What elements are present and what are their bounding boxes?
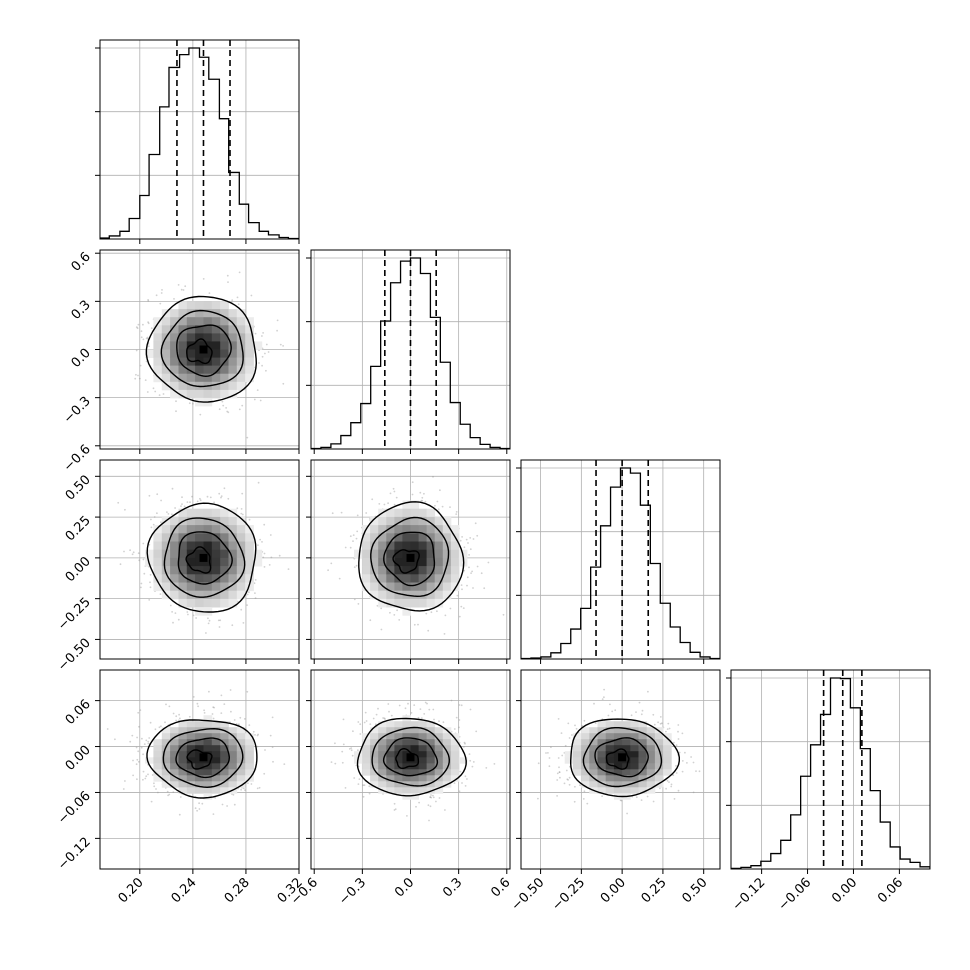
y-tick-label: 0.3 (69, 298, 94, 323)
histogram-step (100, 47, 299, 239)
y-tick-label: −0.6 (61, 442, 94, 475)
scatter-panel-2-1 (306, 459, 511, 664)
x-tick-label: 0.50 (679, 875, 710, 906)
scatter-panel-3-2: −0.50 −0.25 0.00 0.25 0.50 (509, 669, 721, 914)
y-tick-label: 0.00 (63, 743, 94, 774)
x-tick-label: 0.6 (488, 875, 513, 900)
hist-panel-1 (306, 249, 511, 454)
contours (570, 718, 680, 798)
panel-frame (520, 459, 721, 660)
grid (731, 670, 930, 869)
x-tick-label: −0.12 (730, 875, 769, 914)
density-peak (406, 553, 415, 562)
hist-panel-3: −0.12 −0.06 0.00 0.06 (726, 669, 931, 914)
grid (100, 40, 300, 239)
histogram-step (311, 257, 510, 449)
hist-panel-0 (95, 39, 300, 244)
density-peak (406, 753, 415, 762)
y-tick-label: 0.25 (63, 513, 94, 544)
x-tick-label: 0.25 (639, 875, 670, 906)
density-peak (199, 553, 208, 562)
panel-frame (99, 459, 300, 660)
hist-panel-2 (516, 459, 721, 664)
panel-frame (99, 669, 300, 870)
x-tick-label: −0.06 (776, 875, 815, 914)
contours (358, 501, 465, 612)
y-tick-label: −0.12 (55, 835, 94, 874)
x-tick-label: 0.24 (169, 875, 200, 906)
y-tick-label: −0.50 (55, 636, 94, 675)
x-tick-label: 0.28 (222, 875, 253, 906)
x-tick-label: −0.3 (336, 875, 369, 908)
contours (356, 717, 467, 797)
density-cells (564, 721, 672, 800)
histogram-step (521, 467, 720, 659)
panel-frame (520, 669, 721, 870)
contours (145, 295, 258, 403)
histogram-step (731, 677, 930, 869)
y-tick-label: 0.00 (63, 554, 94, 585)
contours (146, 502, 257, 613)
x-tick-label: 0.00 (598, 875, 629, 906)
y-tick-label: 0.50 (63, 473, 94, 504)
grid (311, 250, 510, 449)
y-tick-label: −0.06 (55, 789, 94, 828)
x-tick-label: 0.0 (392, 875, 417, 900)
density-cells (145, 301, 263, 407)
panel-frame (730, 669, 931, 870)
y-tick-label: −0.3 (61, 394, 94, 427)
scatter-panel-1-0: −0.6 −0.3 0.0 0.3 0.6 (61, 249, 300, 475)
x-tick-label: 0.00 (829, 875, 860, 906)
y-tick-label: −0.25 (55, 595, 94, 634)
x-tick-label: 0.20 (116, 875, 147, 906)
panel-frame (99, 39, 300, 240)
x-tick-label: 0.3 (440, 875, 465, 900)
y-tick-label: 0.06 (63, 697, 94, 728)
scatter-points (117, 481, 290, 634)
density-peak (618, 753, 627, 762)
grid (521, 460, 720, 659)
y-tick-label: 0.0 (69, 346, 94, 371)
scatter-panel-3-1: −0.6 −0.3 0.0 0.3 0.6 (288, 669, 514, 908)
scatter-panel-3-0: 0.20 0.24 0.28 0.32−0.12−0.060.000.06 (55, 669, 306, 906)
density-peak (199, 753, 208, 762)
density-peak (199, 345, 208, 354)
x-tick-label: −0.25 (549, 875, 588, 914)
contours (146, 719, 258, 799)
y-tick-label: 0.6 (69, 249, 94, 274)
x-tick-label: −0.50 (509, 875, 548, 914)
x-tick-label: 0.06 (875, 875, 906, 906)
scatter-points (537, 688, 701, 815)
scatter-panel-2-0: −0.50−0.25 0.00 0.25 0.50 (55, 459, 300, 675)
